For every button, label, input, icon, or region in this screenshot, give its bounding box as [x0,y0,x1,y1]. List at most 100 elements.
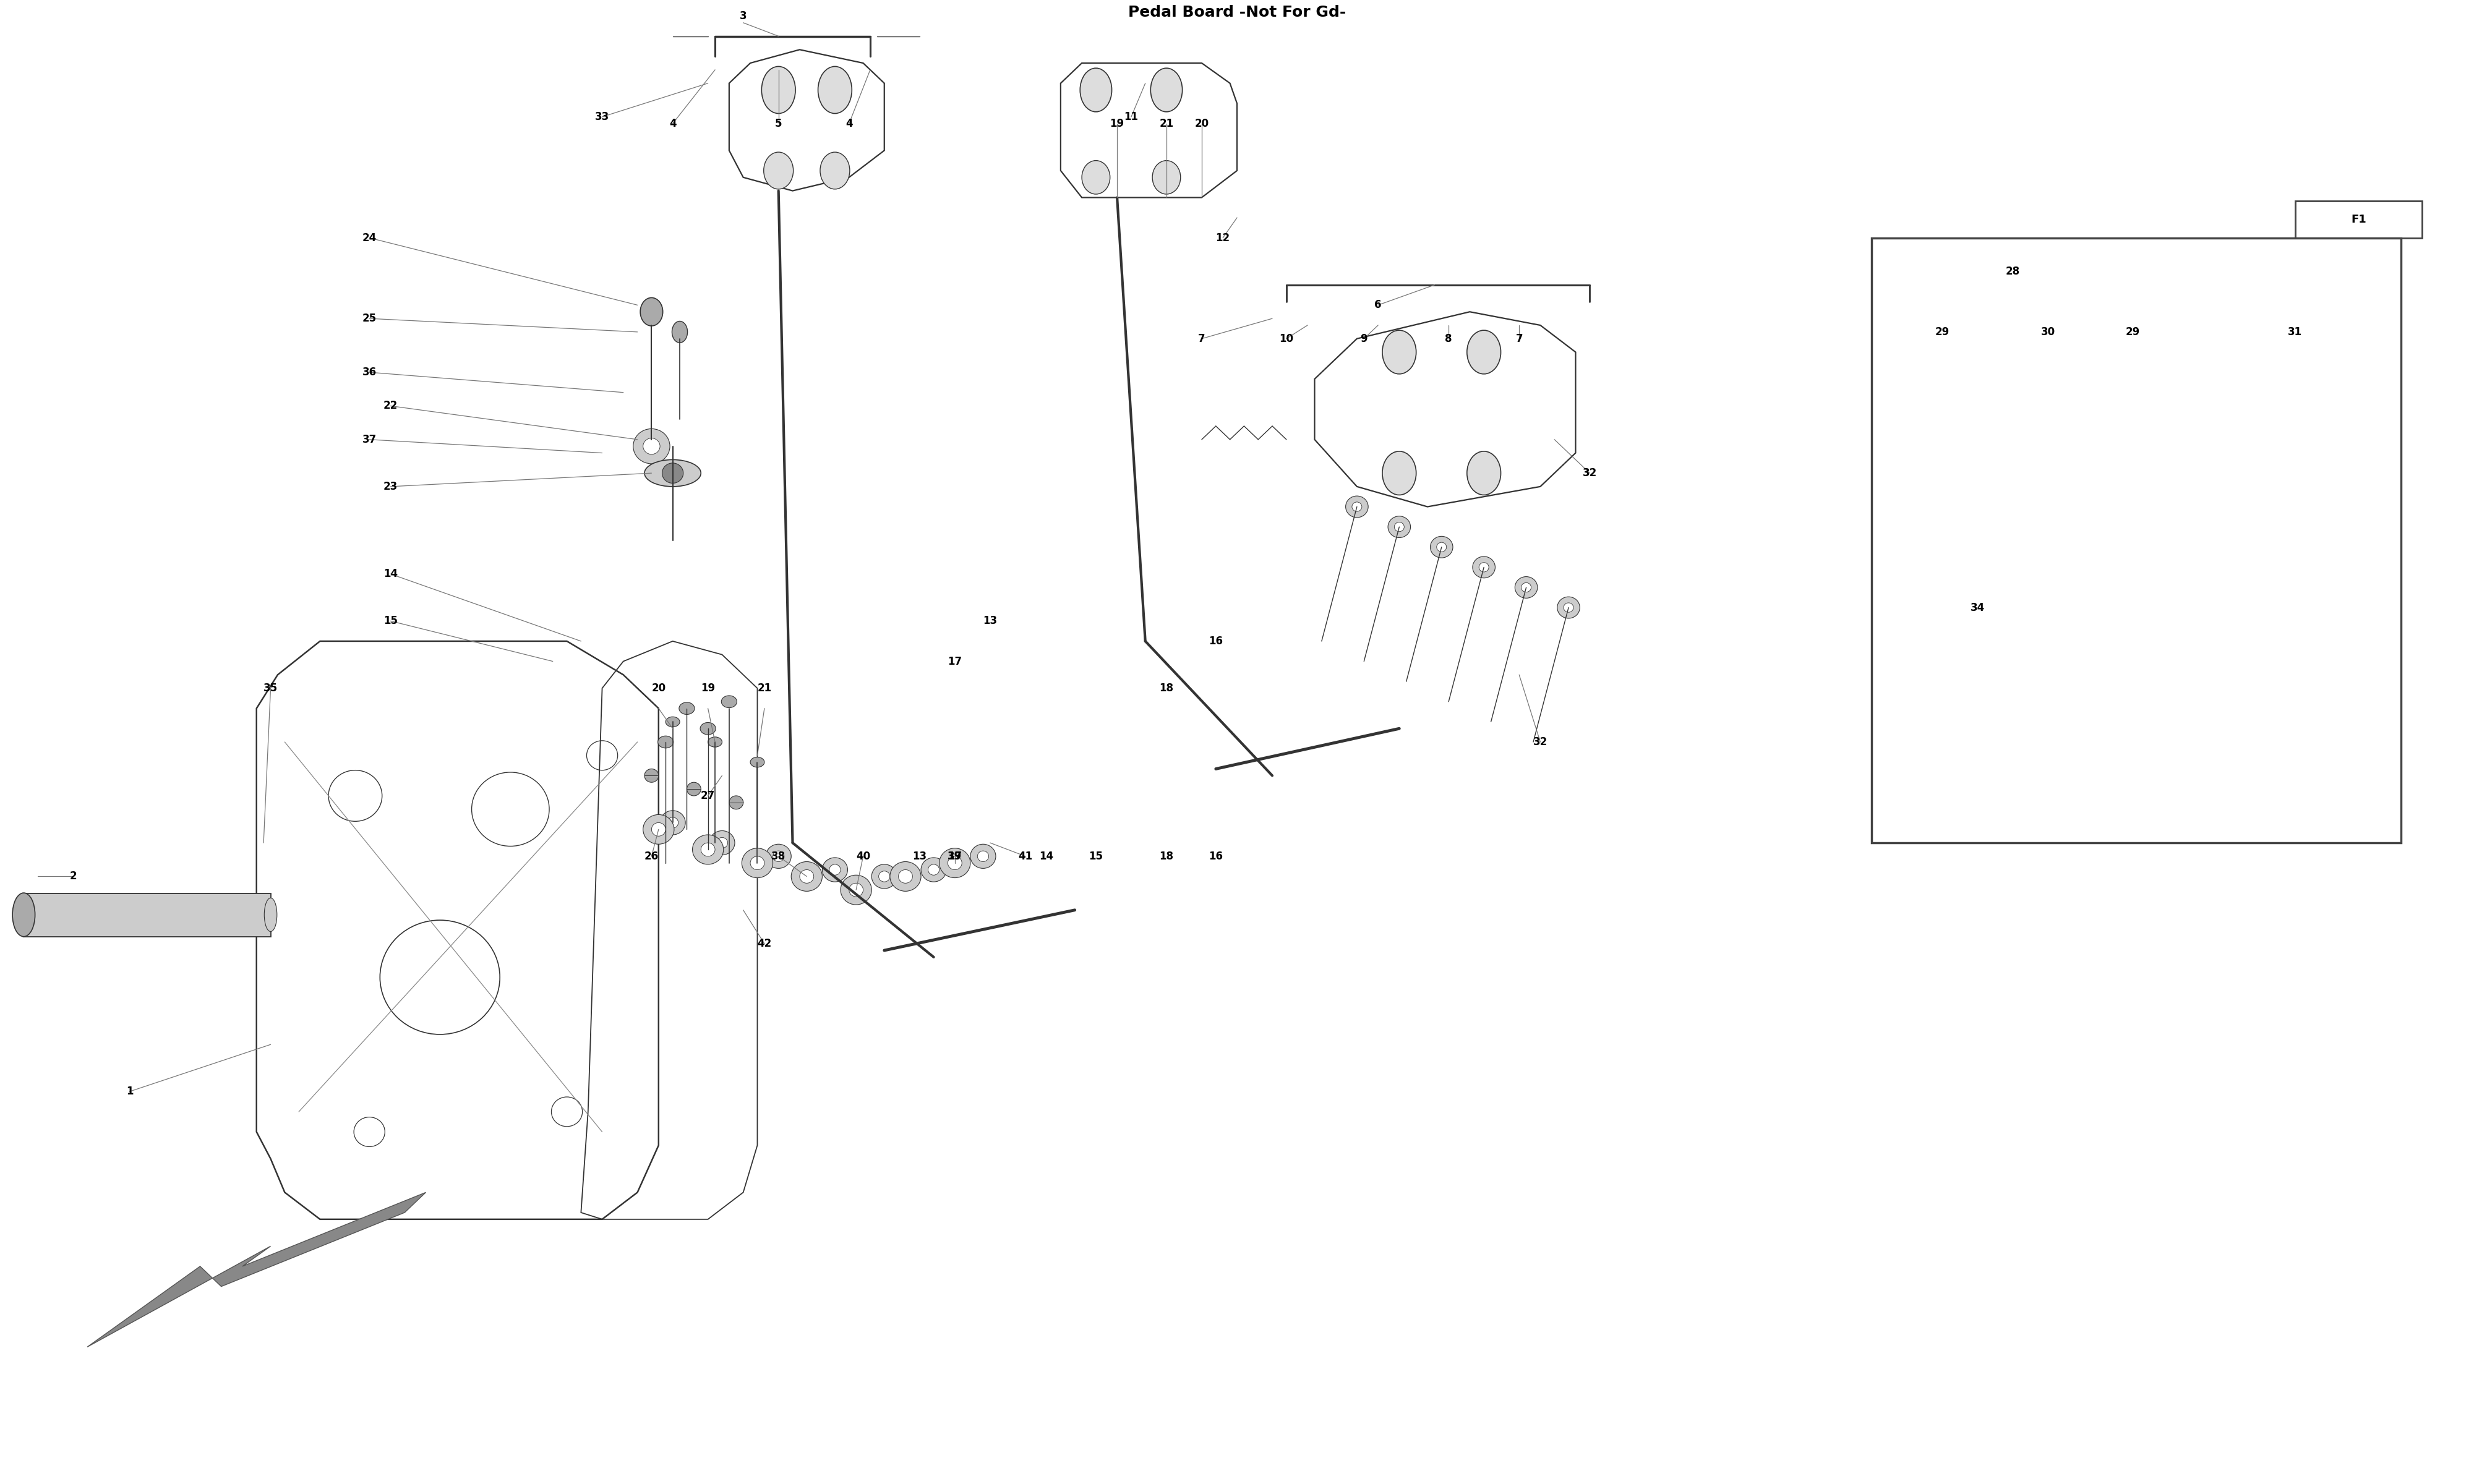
Ellipse shape [722,696,737,708]
Circle shape [1514,577,1536,598]
Text: 8: 8 [1445,332,1452,344]
Text: 3: 3 [740,10,747,22]
Text: 7: 7 [1517,332,1524,344]
Circle shape [792,862,821,892]
Ellipse shape [1081,160,1111,194]
Ellipse shape [762,67,797,113]
Ellipse shape [708,738,722,746]
Ellipse shape [265,898,277,932]
Bar [2175,705,2373,742]
Ellipse shape [1383,451,1415,496]
Text: 22: 22 [383,401,398,411]
Text: 42: 42 [757,938,772,950]
Circle shape [898,870,913,883]
Text: 19: 19 [1111,119,1123,129]
Text: 34: 34 [1969,603,1984,613]
Circle shape [1984,666,1999,683]
Circle shape [772,850,784,862]
Circle shape [948,856,962,870]
Text: 17: 17 [948,656,962,666]
Text: 12: 12 [1215,233,1230,243]
Text: 27: 27 [700,789,715,801]
Circle shape [717,837,727,849]
Text: 17: 17 [948,850,962,862]
Ellipse shape [641,298,663,326]
Text: 19: 19 [700,683,715,695]
Text: 20: 20 [651,683,666,695]
Ellipse shape [1467,451,1502,496]
Text: 35: 35 [262,683,277,695]
Circle shape [1977,660,2006,690]
Circle shape [821,858,849,881]
Circle shape [643,438,661,454]
Ellipse shape [2048,319,2078,358]
Circle shape [977,850,990,862]
Text: Pedal Board -Not For Gd-: Pedal Board -Not For Gd- [1128,6,1346,21]
Circle shape [750,856,764,870]
Text: 25: 25 [361,313,376,324]
Circle shape [891,862,920,892]
Circle shape [633,429,670,463]
Circle shape [1522,583,1531,592]
Circle shape [710,831,735,855]
Text: 37: 37 [361,433,376,445]
Text: 39: 39 [948,850,962,862]
Circle shape [1388,516,1410,537]
Circle shape [878,871,891,881]
Bar [2296,200,2422,237]
Ellipse shape [1383,331,1415,374]
Text: 15: 15 [1089,850,1103,862]
Ellipse shape [819,67,851,113]
Ellipse shape [678,702,695,714]
Circle shape [1430,536,1452,558]
Circle shape [920,858,948,881]
Ellipse shape [1150,68,1183,111]
Text: 30: 30 [2041,326,2056,337]
Circle shape [940,849,970,877]
Ellipse shape [1467,331,1502,374]
Text: 4: 4 [668,119,675,129]
Circle shape [1564,603,1573,613]
Ellipse shape [1153,160,1180,194]
Text: 16: 16 [1210,635,1222,647]
Circle shape [1479,562,1489,571]
Text: 5: 5 [774,119,782,129]
Text: 13: 13 [982,616,997,626]
Text: 10: 10 [1279,332,1294,344]
Circle shape [693,835,722,864]
Circle shape [871,864,898,889]
Text: 38: 38 [772,850,787,862]
Text: 14: 14 [1039,850,1054,862]
Text: 40: 40 [856,850,871,862]
Text: 20: 20 [1195,119,1210,129]
Text: F1: F1 [2350,214,2365,226]
Ellipse shape [1950,319,1979,358]
Ellipse shape [2363,705,2382,742]
Text: 32: 32 [1534,736,1549,748]
Text: 23: 23 [383,481,398,493]
Circle shape [651,822,666,835]
Text: 15: 15 [383,616,398,626]
Ellipse shape [750,757,764,767]
Circle shape [928,864,940,876]
Circle shape [643,769,658,782]
Text: 13: 13 [913,850,928,862]
Text: 29: 29 [1935,326,1950,337]
Circle shape [1346,496,1368,518]
Bar [25,893,270,936]
Text: 14: 14 [383,568,398,580]
Circle shape [1351,502,1361,512]
Circle shape [1395,522,1405,531]
Text: 24: 24 [361,233,376,243]
Text: 41: 41 [1019,850,1032,862]
Text: 18: 18 [1160,850,1173,862]
Circle shape [742,849,772,877]
Circle shape [1556,597,1581,619]
Ellipse shape [643,460,700,487]
Circle shape [730,795,742,809]
Circle shape [970,844,995,868]
Text: 36: 36 [361,367,376,378]
Text: 4: 4 [846,119,854,129]
Text: 28: 28 [2006,266,2021,278]
Ellipse shape [673,321,688,343]
